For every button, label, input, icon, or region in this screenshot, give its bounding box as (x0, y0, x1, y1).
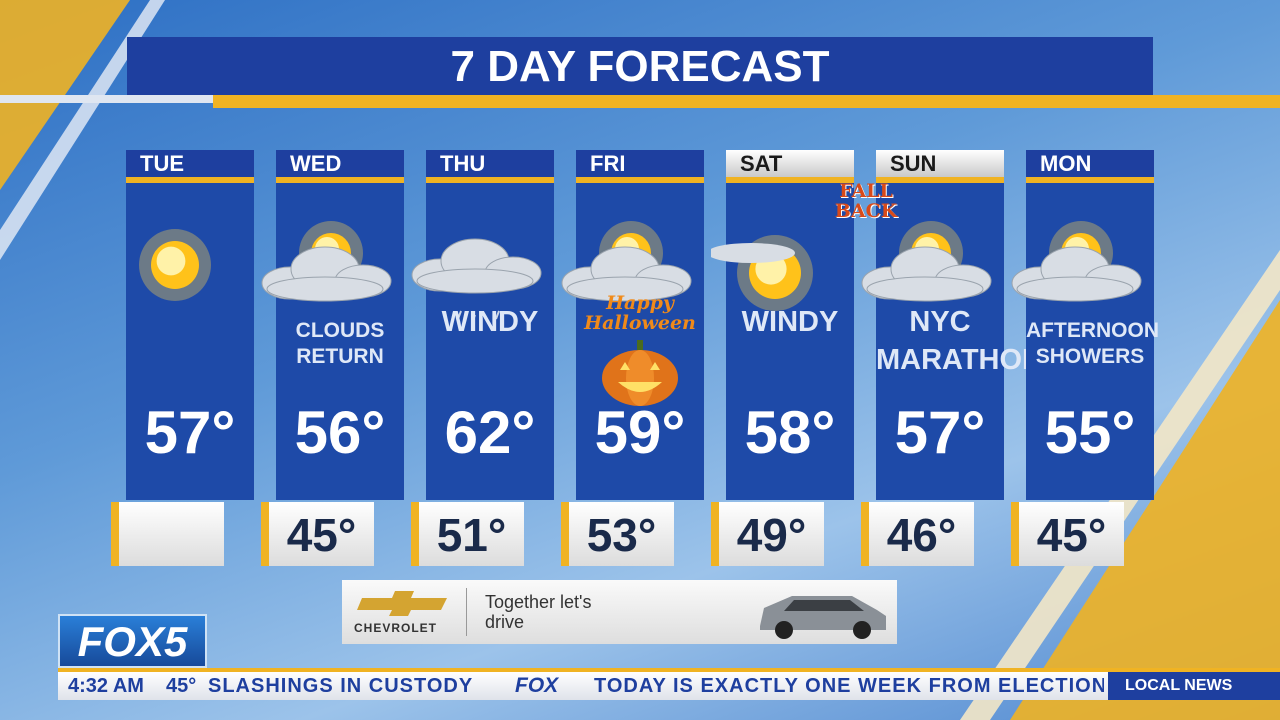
icon-art (411, 238, 542, 324)
day-body: 57° (126, 183, 254, 500)
weather-icon (411, 203, 571, 338)
day-name: THU (426, 150, 554, 177)
day-name: FRI (576, 150, 704, 177)
car (760, 596, 886, 639)
weather-icon (707, 203, 871, 338)
sponsor-box: CHEVROLET Together let's drive (342, 580, 897, 644)
condition: CLOUDS RETURN (295, 319, 385, 368)
pumpkin (600, 338, 680, 413)
ticker-rule (58, 668, 1280, 672)
high-temp: 56° (294, 399, 386, 466)
icon-art (861, 221, 992, 302)
day-column: WED CLOUDS RETURN 56° (261, 150, 404, 500)
day-column: SUN NYC MARATHON FALL BACK 57° (835, 150, 1043, 500)
title: 7 DAY FORECAST (127, 37, 1153, 95)
ticker-section: LOCAL NEWS (1108, 672, 1280, 700)
header-rule (276, 177, 404, 183)
chevrolet-bowtie (357, 591, 447, 616)
icon-art (561, 221, 692, 302)
condition: AFTERNOON SHOWERS (1026, 319, 1159, 368)
divider (466, 588, 467, 636)
day-column: THU WINDY 62° (411, 150, 554, 500)
header-rule (1026, 177, 1154, 183)
sponsor-slogan: Together let's drive (485, 592, 592, 632)
high-temp: 57° (144, 399, 236, 466)
weather-icon (861, 203, 1021, 338)
ticker-headline: SLASHINGS IN CUSTODY (208, 675, 474, 697)
day-name: SAT (726, 150, 854, 177)
header-rule (876, 177, 1004, 183)
day-body: CLOUDS RETURN 56° (261, 183, 404, 500)
fox5-logo: FOX5 (58, 614, 207, 668)
ticker-time: 4:32 AM (68, 675, 144, 697)
low-temp: 46° (861, 502, 974, 566)
note: Happy Halloween (584, 292, 696, 334)
header-rule (726, 177, 854, 183)
low-temp: 49° (711, 502, 824, 566)
weather-icon (561, 203, 721, 338)
day-body: WINDY 62° (411, 183, 554, 500)
low-temp: 53° (561, 502, 674, 566)
ticker-temp: 45° (166, 675, 197, 697)
low-temp-empty (111, 502, 224, 566)
day-name: MON (1026, 150, 1154, 177)
weather-icon (261, 203, 421, 338)
day-column: SAT WINDY 58° (707, 150, 854, 500)
day-body: AFTERNOON SHOWERS 55° (1011, 183, 1159, 500)
condition: NYC MARATHON (876, 306, 1043, 376)
weather-icon (1011, 203, 1171, 338)
high-temp: 62° (444, 399, 536, 466)
icon-art (139, 229, 211, 301)
low-temp: 51° (411, 502, 524, 566)
icon-art (1011, 221, 1142, 302)
ticker-bar (58, 672, 1108, 700)
icon-art (261, 221, 392, 302)
day-name: SUN (876, 150, 1004, 177)
low-temp: 45° (1011, 502, 1124, 566)
header-rule (126, 177, 254, 183)
ticker-network: FOX (515, 674, 559, 697)
header-rule (576, 177, 704, 183)
day-body: NYC MARATHON FALL BACK 57° (835, 181, 1043, 500)
day-column: MON AFTERNOON SHOWERS 55° (1011, 150, 1159, 500)
day-name: WED (276, 150, 404, 177)
day-name: TUE (126, 150, 254, 177)
high-temp: 57° (894, 399, 986, 466)
high-temp: 59° (594, 399, 686, 466)
ticker-headline-2: TODAY IS EXACTLY ONE WEEK FROM ELECTION (594, 675, 1104, 697)
condition: WINDY (741, 306, 839, 338)
weather-icon (111, 203, 271, 338)
condition: WINDY (441, 306, 539, 338)
note: FALL BACK (834, 180, 898, 222)
header-rule (426, 177, 554, 183)
sponsor-brand: CHEVROLET (354, 621, 438, 635)
pumpkin-art (602, 340, 678, 406)
icon-art (707, 235, 813, 311)
day-column: TUE 57° (126, 150, 254, 500)
high-temp: 55° (1044, 399, 1136, 466)
low-temp: 45° (261, 502, 374, 566)
high-temp: 58° (744, 399, 836, 466)
day-column: FRI Happy Halloween 59° (561, 150, 704, 500)
day-body: WINDY 58° (707, 183, 854, 500)
day-body: Happy Halloween 59° (561, 183, 704, 500)
